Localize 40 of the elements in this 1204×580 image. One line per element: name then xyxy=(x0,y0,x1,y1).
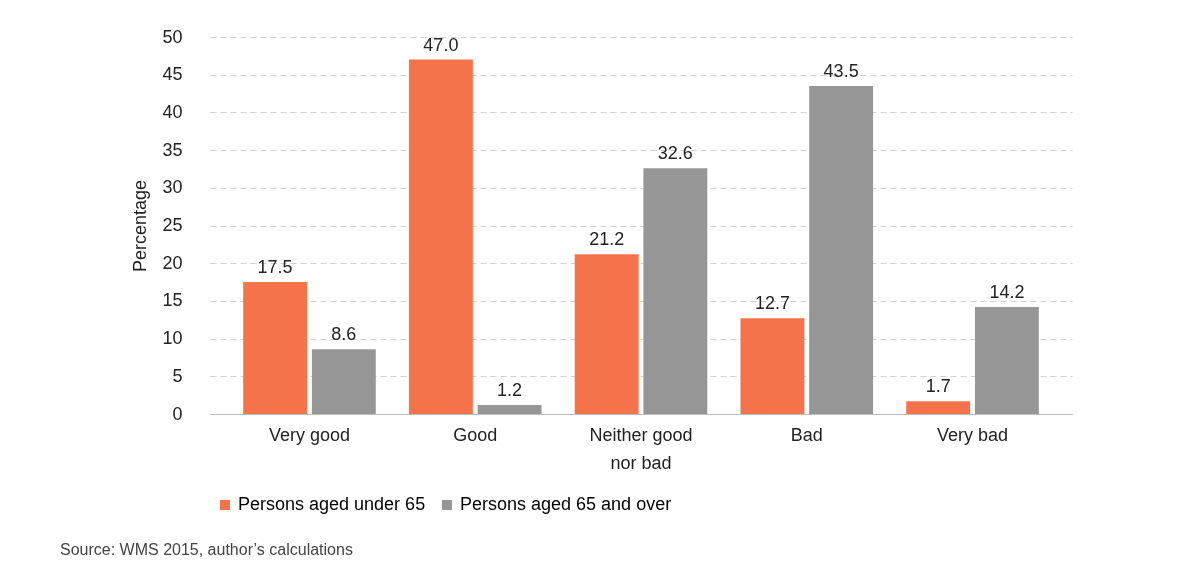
bar xyxy=(408,59,473,414)
text: 12.7 xyxy=(754,293,790,314)
text: 17.5 xyxy=(257,257,293,278)
text: 32.6 xyxy=(657,143,693,164)
y-tick-label: 25 xyxy=(162,215,183,235)
bar xyxy=(809,86,874,414)
bar xyxy=(477,404,542,414)
text: 43.5 xyxy=(823,61,859,82)
bar xyxy=(974,306,1039,414)
y-tick-label: 35 xyxy=(162,139,183,160)
bar xyxy=(906,401,971,414)
bar xyxy=(740,318,805,414)
text: 1.7 xyxy=(925,376,951,397)
x-tick-label: Good xyxy=(453,424,498,445)
legend-label: Persons aged under 65 xyxy=(238,494,426,514)
bar xyxy=(574,254,639,414)
y-tick-label: 30 xyxy=(162,177,183,198)
text: 47.0 xyxy=(423,34,459,55)
legend-label: Persons aged 65 and over xyxy=(460,494,672,514)
text: 21.2 xyxy=(589,229,625,250)
bar xyxy=(243,282,308,414)
y-tick-label: 50 xyxy=(162,26,183,47)
x-tick-label: Very bad xyxy=(937,424,1009,445)
x-tick-label: Bad xyxy=(790,424,823,445)
bar xyxy=(643,168,708,414)
y-tick-label: 5 xyxy=(172,365,183,386)
y-tick-label: 20 xyxy=(162,252,183,273)
x-tick-label: Very good xyxy=(268,424,350,445)
y-axis-title: Percentage xyxy=(130,179,151,273)
y-tick-label: 0 xyxy=(172,403,183,424)
y-tick-label: 10 xyxy=(162,328,183,349)
bar xyxy=(311,349,376,414)
text: 1.2 xyxy=(497,379,523,400)
y-tick-label: 45 xyxy=(162,64,183,85)
y-tick-label: 15 xyxy=(162,290,183,311)
x-tick-label: Neither good nor bad xyxy=(589,424,693,473)
source-note: Source: WMS 2015, author’s calculations xyxy=(60,541,353,558)
text: 8.6 xyxy=(331,324,357,345)
text: 14.2 xyxy=(989,281,1025,302)
y-tick-label: 40 xyxy=(162,101,183,122)
